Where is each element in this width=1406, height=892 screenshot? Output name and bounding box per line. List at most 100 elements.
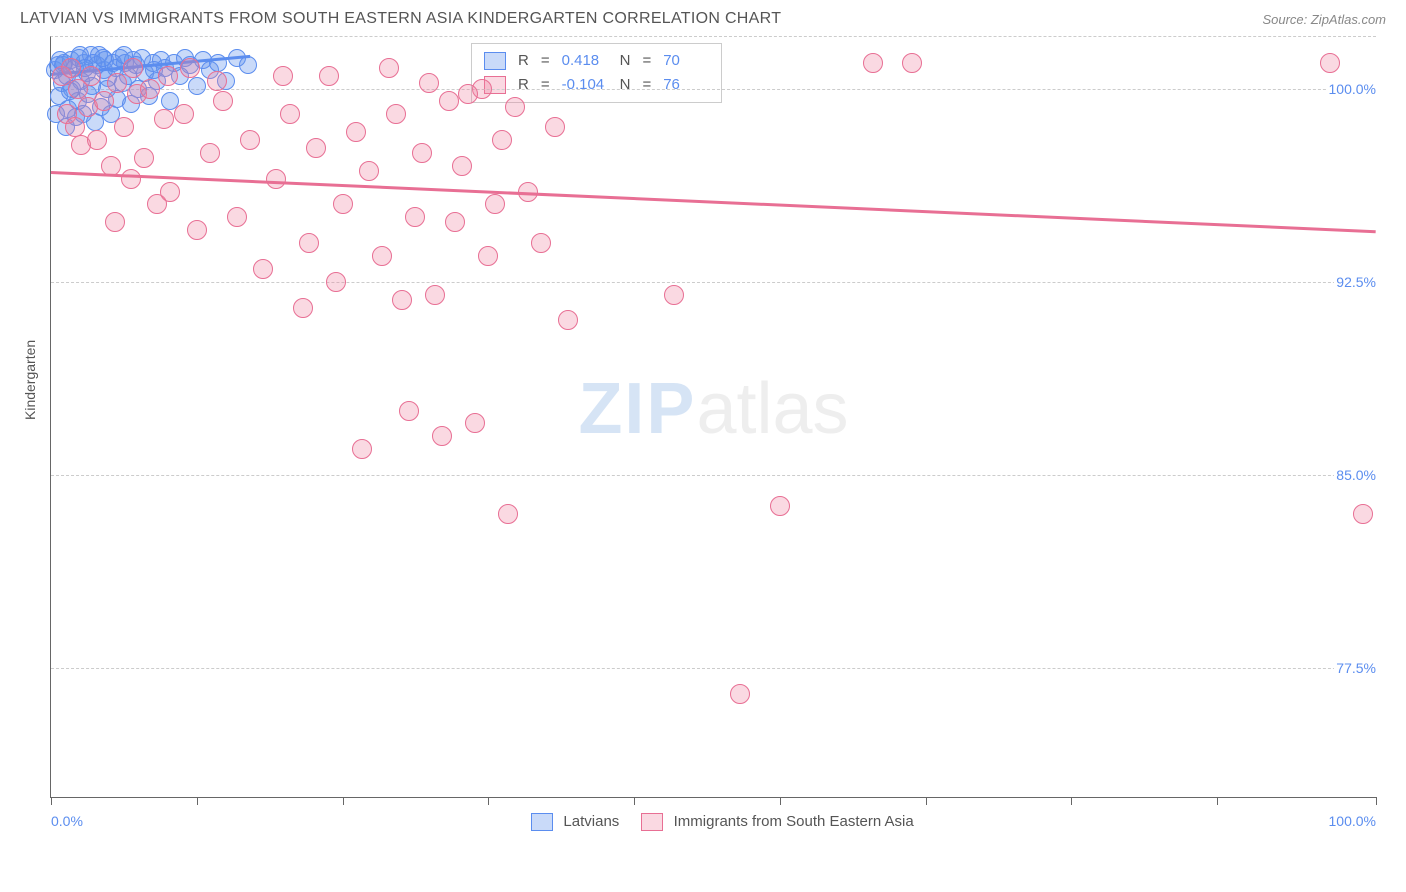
data-point xyxy=(359,161,379,181)
data-point xyxy=(299,233,319,253)
data-point xyxy=(213,91,233,111)
data-point xyxy=(187,220,207,240)
data-point xyxy=(200,143,220,163)
x-tick xyxy=(197,797,198,805)
data-point xyxy=(386,104,406,124)
data-point xyxy=(293,298,313,318)
y-axis-title: Kindergarten xyxy=(22,340,38,420)
data-point xyxy=(558,310,578,330)
data-point xyxy=(730,684,750,704)
data-point xyxy=(81,66,101,86)
data-point xyxy=(280,104,300,124)
watermark: ZIPatlas xyxy=(578,368,848,450)
data-point xyxy=(505,97,525,117)
data-point xyxy=(346,122,366,142)
data-point xyxy=(545,117,565,137)
data-point xyxy=(180,58,200,78)
trend-line xyxy=(51,171,1376,233)
data-point xyxy=(326,272,346,292)
data-point xyxy=(121,169,141,189)
data-point xyxy=(465,413,485,433)
n-value-0: 70 xyxy=(663,49,709,73)
data-point xyxy=(412,143,432,163)
y-tick-label: 92.5% xyxy=(1334,274,1378,290)
data-point xyxy=(770,496,790,516)
data-point xyxy=(1353,504,1373,524)
data-point xyxy=(1320,53,1340,73)
data-point xyxy=(87,130,107,150)
swatch-series-0 xyxy=(531,813,553,831)
data-point xyxy=(107,73,127,93)
legend-label-1: Immigrants from South Eastern Asia xyxy=(674,813,914,830)
data-point xyxy=(240,130,260,150)
gridline xyxy=(51,475,1376,476)
data-point xyxy=(105,212,125,232)
y-tick-label: 100.0% xyxy=(1327,81,1378,97)
data-point xyxy=(478,246,498,266)
data-point xyxy=(134,148,154,168)
x-tick xyxy=(926,797,927,805)
data-point xyxy=(485,194,505,214)
data-point xyxy=(498,504,518,524)
x-tick xyxy=(343,797,344,805)
data-point xyxy=(492,130,512,150)
gridline xyxy=(51,282,1376,283)
data-point xyxy=(154,109,174,129)
data-point xyxy=(425,285,445,305)
data-point xyxy=(405,207,425,227)
y-tick-label: 77.5% xyxy=(1334,660,1378,676)
data-point xyxy=(399,401,419,421)
stats-legend: R = 0.418 N = 70 R = -0.104 N = 76 xyxy=(471,43,722,103)
x-tick xyxy=(488,797,489,805)
gridline xyxy=(51,89,1376,90)
y-tick-label: 85.0% xyxy=(1334,467,1378,483)
x-tick xyxy=(51,797,52,805)
data-point xyxy=(266,169,286,189)
x-tick xyxy=(1071,797,1072,805)
data-point xyxy=(458,84,478,104)
data-point xyxy=(273,66,293,86)
data-point xyxy=(531,233,551,253)
data-point xyxy=(239,56,257,74)
data-point xyxy=(452,156,472,176)
x-tick xyxy=(1376,797,1377,805)
data-point xyxy=(227,207,247,227)
data-point xyxy=(123,58,143,78)
stats-row-series-0: R = 0.418 N = 70 xyxy=(484,49,709,73)
legend-label-0: Latvians xyxy=(563,813,619,830)
data-point xyxy=(158,66,178,86)
gridline xyxy=(51,668,1376,669)
data-point xyxy=(114,117,134,137)
data-point xyxy=(419,73,439,93)
stats-row-series-1: R = -0.104 N = 76 xyxy=(484,73,709,97)
r-value-1: -0.104 xyxy=(562,73,608,97)
data-point xyxy=(174,104,194,124)
data-point xyxy=(863,53,883,73)
data-point xyxy=(94,91,114,111)
data-point xyxy=(664,285,684,305)
source-attribution: Source: ZipAtlas.com xyxy=(1262,12,1386,27)
scatter-chart: ZIPatlas R = 0.418 N = 70 R = -0.104 N =… xyxy=(50,36,1376,798)
chart-title: LATVIAN VS IMMIGRANTS FROM SOUTH EASTERN… xyxy=(20,10,781,28)
swatch-series-0 xyxy=(484,52,506,70)
x-tick xyxy=(634,797,635,805)
data-point xyxy=(140,79,160,99)
x-tick xyxy=(780,797,781,805)
data-point xyxy=(319,66,339,86)
data-point xyxy=(333,194,353,214)
data-point xyxy=(160,182,180,202)
data-point xyxy=(902,53,922,73)
data-point xyxy=(61,58,81,78)
data-point xyxy=(392,290,412,310)
n-value-1: 76 xyxy=(663,73,709,97)
data-point xyxy=(379,58,399,78)
series-legend: Latvians Immigrants from South Eastern A… xyxy=(51,813,1376,831)
data-point xyxy=(372,246,392,266)
swatch-series-1 xyxy=(641,813,663,831)
data-point xyxy=(94,49,112,67)
data-point xyxy=(445,212,465,232)
data-point xyxy=(207,71,227,91)
r-value-0: 0.418 xyxy=(562,49,608,73)
x-tick xyxy=(1217,797,1218,805)
data-point xyxy=(439,91,459,111)
